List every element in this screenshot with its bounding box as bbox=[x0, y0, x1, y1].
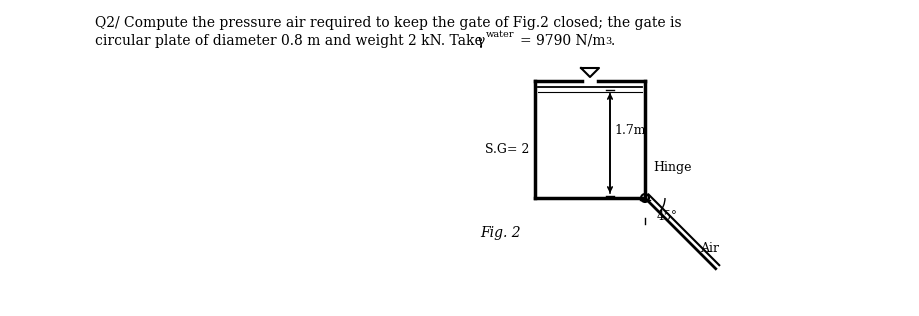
Text: Air: Air bbox=[699, 242, 719, 255]
Text: .: . bbox=[610, 34, 615, 48]
Text: Fig. 2: Fig. 2 bbox=[480, 226, 520, 240]
Text: circular plate of diameter 0.8 m and weight 2 kN. Take: circular plate of diameter 0.8 m and wei… bbox=[95, 34, 486, 48]
Text: 3: 3 bbox=[605, 37, 610, 46]
Text: 1.7m: 1.7m bbox=[613, 125, 645, 137]
Text: Hinge: Hinge bbox=[652, 161, 691, 174]
Text: γ: γ bbox=[475, 34, 483, 48]
Text: 45°: 45° bbox=[656, 210, 677, 222]
Text: = 9790 N/m: = 9790 N/m bbox=[519, 34, 605, 48]
Text: S.G= 2: S.G= 2 bbox=[484, 143, 528, 156]
Text: water: water bbox=[485, 30, 514, 39]
Text: Q2/ Compute the pressure air required to keep the gate of Fig.2 closed; the gate: Q2/ Compute the pressure air required to… bbox=[95, 16, 681, 30]
